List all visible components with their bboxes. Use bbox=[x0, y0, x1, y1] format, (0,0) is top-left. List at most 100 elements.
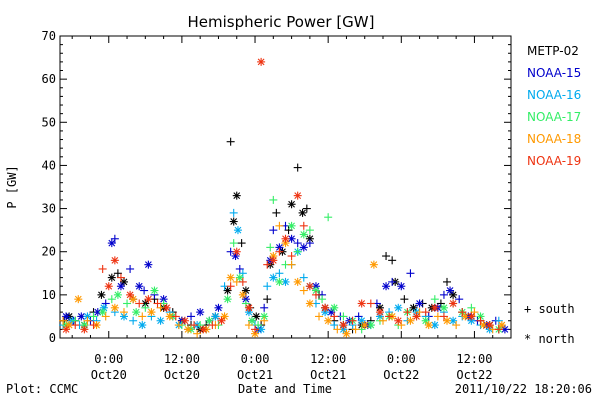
point-south bbox=[494, 316, 503, 325]
x-axis: 0:00 Oct20 12:00 Oct20 0:00 Oct21 12:00 Oct21 0:… bbox=[71, 36, 494, 382]
point-south bbox=[406, 269, 415, 278]
point-north bbox=[430, 303, 439, 312]
chart-title: Hemispheric Power [GW] bbox=[188, 13, 375, 31]
point-south bbox=[293, 247, 302, 256]
point-north bbox=[443, 316, 452, 325]
point-south bbox=[190, 321, 199, 330]
point-south bbox=[208, 321, 217, 330]
point-north bbox=[252, 312, 261, 321]
point-north bbox=[342, 329, 351, 338]
point-south bbox=[302, 204, 311, 213]
point-south bbox=[187, 312, 196, 321]
point-north bbox=[439, 303, 448, 312]
point-north bbox=[497, 321, 506, 330]
legend-marker-south: + south bbox=[524, 302, 575, 316]
point-north bbox=[406, 316, 415, 325]
point-south bbox=[284, 226, 293, 235]
point-north bbox=[196, 308, 205, 317]
point-south bbox=[126, 264, 135, 273]
point-north bbox=[299, 230, 308, 239]
point-south bbox=[238, 277, 247, 286]
point-north bbox=[104, 282, 113, 291]
x-tick-time: 12:00 bbox=[164, 352, 200, 366]
point-north bbox=[293, 191, 302, 200]
x-tick-time: 0:00 bbox=[241, 352, 270, 366]
point-north bbox=[223, 295, 232, 304]
x-tick-time: 0:00 bbox=[387, 352, 416, 366]
point-south bbox=[293, 163, 302, 172]
point-south bbox=[388, 277, 397, 286]
point-north bbox=[129, 295, 138, 304]
point-south bbox=[330, 321, 339, 330]
point-north bbox=[257, 57, 266, 66]
point-north bbox=[244, 303, 253, 312]
legend: METP-02 NOAA-15 NOAA-16 NOAA-17 NOAA-18 NOAA-… bbox=[527, 44, 581, 168]
point-south bbox=[235, 264, 244, 273]
point-south bbox=[382, 252, 391, 261]
point-north bbox=[500, 325, 509, 334]
footer-plot-credit: Plot: CCMC bbox=[6, 382, 78, 396]
point-north bbox=[62, 312, 71, 321]
point-north bbox=[113, 290, 122, 299]
point-south bbox=[244, 321, 253, 330]
point-south bbox=[263, 282, 272, 291]
point-north bbox=[229, 217, 238, 226]
point-south bbox=[226, 282, 235, 291]
point-north bbox=[287, 234, 296, 243]
point-south bbox=[71, 321, 80, 330]
point-south bbox=[467, 303, 476, 312]
point-north bbox=[412, 312, 421, 321]
point-north bbox=[305, 299, 314, 308]
point-south bbox=[193, 329, 202, 338]
point-south bbox=[138, 312, 147, 321]
y-tick-label: 60 bbox=[42, 72, 56, 86]
point-south bbox=[98, 264, 107, 273]
point-north bbox=[144, 260, 153, 269]
point-north bbox=[132, 308, 141, 317]
y-tick-label: 30 bbox=[42, 202, 56, 216]
point-north bbox=[467, 312, 476, 321]
point-south bbox=[141, 303, 150, 312]
point-north bbox=[421, 316, 430, 325]
point-north bbox=[126, 290, 135, 299]
point-south bbox=[89, 312, 98, 321]
point-south bbox=[251, 325, 260, 334]
legend-entry: NOAA-18 bbox=[527, 132, 581, 146]
point-north bbox=[232, 247, 241, 256]
point-south bbox=[366, 299, 375, 308]
point-north bbox=[357, 299, 366, 308]
point-north bbox=[180, 316, 189, 325]
point-south bbox=[226, 137, 235, 146]
point-south bbox=[263, 295, 272, 304]
point-north bbox=[360, 321, 369, 330]
point-north bbox=[199, 325, 208, 334]
x-tick-time: 12:00 bbox=[456, 352, 492, 366]
point-north bbox=[281, 234, 290, 243]
point-north bbox=[205, 316, 214, 325]
point-north bbox=[449, 290, 458, 299]
point-north bbox=[107, 239, 116, 248]
y-tick-label: 20 bbox=[42, 245, 56, 259]
point-south bbox=[315, 312, 324, 321]
point-north bbox=[211, 312, 220, 321]
point-south bbox=[299, 286, 308, 295]
point-south bbox=[89, 321, 98, 330]
footer-timestamp: 2011/10/22 18:20:06 bbox=[455, 382, 592, 396]
point-north bbox=[339, 321, 348, 330]
point-north bbox=[232, 191, 241, 200]
x-tick-day: Oct21 bbox=[310, 368, 346, 382]
y-axis-label: P [GW] bbox=[5, 165, 19, 208]
point-south bbox=[348, 316, 357, 325]
point-north bbox=[449, 299, 458, 308]
point-south bbox=[174, 321, 183, 330]
point-north bbox=[269, 273, 278, 282]
y-tick-label: 50 bbox=[42, 115, 56, 129]
point-south bbox=[272, 208, 281, 217]
point-north bbox=[424, 321, 433, 330]
point-south bbox=[237, 239, 246, 248]
point-north bbox=[220, 312, 229, 321]
point-north bbox=[324, 316, 333, 325]
point-north bbox=[394, 303, 403, 312]
point-north bbox=[305, 234, 314, 243]
